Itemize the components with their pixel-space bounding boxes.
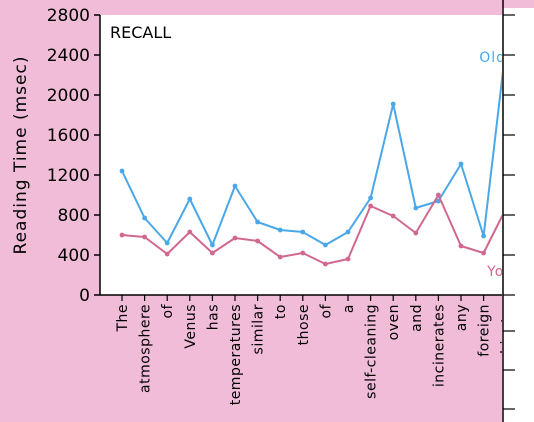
y-tick-label: 800 <box>58 206 90 226</box>
x-tick-label: of <box>318 303 334 318</box>
series-line-old <box>121 43 508 246</box>
data-point-young <box>368 203 373 209</box>
x-tick-label: those <box>296 304 312 345</box>
y-axis-label: Reading Time (msec) <box>11 56 31 255</box>
y-tick-label: 400 <box>58 246 90 266</box>
data-point-young <box>210 250 215 256</box>
data-point-young <box>164 251 170 257</box>
data-point-young <box>119 232 125 238</box>
data-point-young <box>232 235 238 241</box>
x-tick-label: temperatures <box>228 304 244 405</box>
right-edge-axis <box>502 0 534 422</box>
data-point-old <box>210 242 215 248</box>
data-point-young <box>390 213 396 219</box>
x-tick-label: has <box>205 304 221 330</box>
data-point-young <box>255 238 260 244</box>
y-tick-label: 1200 <box>47 166 90 186</box>
x-tick-label: The <box>115 304 131 333</box>
data-point-old <box>458 161 464 167</box>
data-point-young <box>436 192 441 198</box>
y-tick-label: 2800 <box>47 6 90 26</box>
data-point-old <box>413 205 419 211</box>
x-tick-label: similar <box>251 304 267 354</box>
data-point-young <box>323 261 328 267</box>
x-tick-label: any <box>454 304 470 331</box>
data-point-old <box>300 229 306 235</box>
data-point-old <box>481 233 486 239</box>
data-point-old <box>323 242 328 248</box>
data-point-young <box>142 234 148 240</box>
data-point-young <box>187 229 193 235</box>
plot-area <box>100 15 502 295</box>
x-tick-label: self-cleaning <box>364 304 380 399</box>
series-line-young <box>121 194 508 265</box>
data-point-old <box>368 195 373 201</box>
series-label-old: Old <box>479 50 506 66</box>
data-point-young <box>413 230 419 236</box>
data-point-old <box>119 168 125 174</box>
data-point-old <box>277 227 283 233</box>
x-tick-label: atmosphere <box>138 304 154 393</box>
x-tick-label: and <box>409 304 425 332</box>
data-point-old <box>142 215 148 221</box>
y-tick-label: 2000 <box>47 86 90 106</box>
y-tick-label: 2400 <box>47 46 90 66</box>
data-point-young <box>300 250 306 256</box>
data-point-old <box>390 101 396 107</box>
x-tick-label: a <box>341 304 357 313</box>
data-point-old <box>255 219 260 225</box>
x-tick-label: of <box>160 303 176 318</box>
x-tick-label: incinerates <box>431 304 447 387</box>
data-point-old <box>345 229 351 235</box>
data-point-old <box>164 240 170 246</box>
data-point-old <box>187 196 193 202</box>
data-point-young <box>277 254 283 260</box>
data-point-young <box>458 243 464 249</box>
data-point-young <box>345 256 351 262</box>
data-point-old <box>232 183 238 189</box>
x-tick-label: to <box>273 304 289 319</box>
axes: 0 400 800 1200 1600 2000 2400 2800 <box>47 6 507 306</box>
x-tick-label: oven <box>386 304 402 340</box>
data-point-young <box>481 250 486 256</box>
right-strip-top <box>502 0 534 8</box>
x-tick-label: foreign <box>477 304 493 357</box>
y-tick-label: 1600 <box>47 126 90 146</box>
x-tick-label: Venus <box>183 304 199 349</box>
chart-title: RECALL <box>110 23 171 42</box>
y-tick-label: 0 <box>79 286 90 306</box>
